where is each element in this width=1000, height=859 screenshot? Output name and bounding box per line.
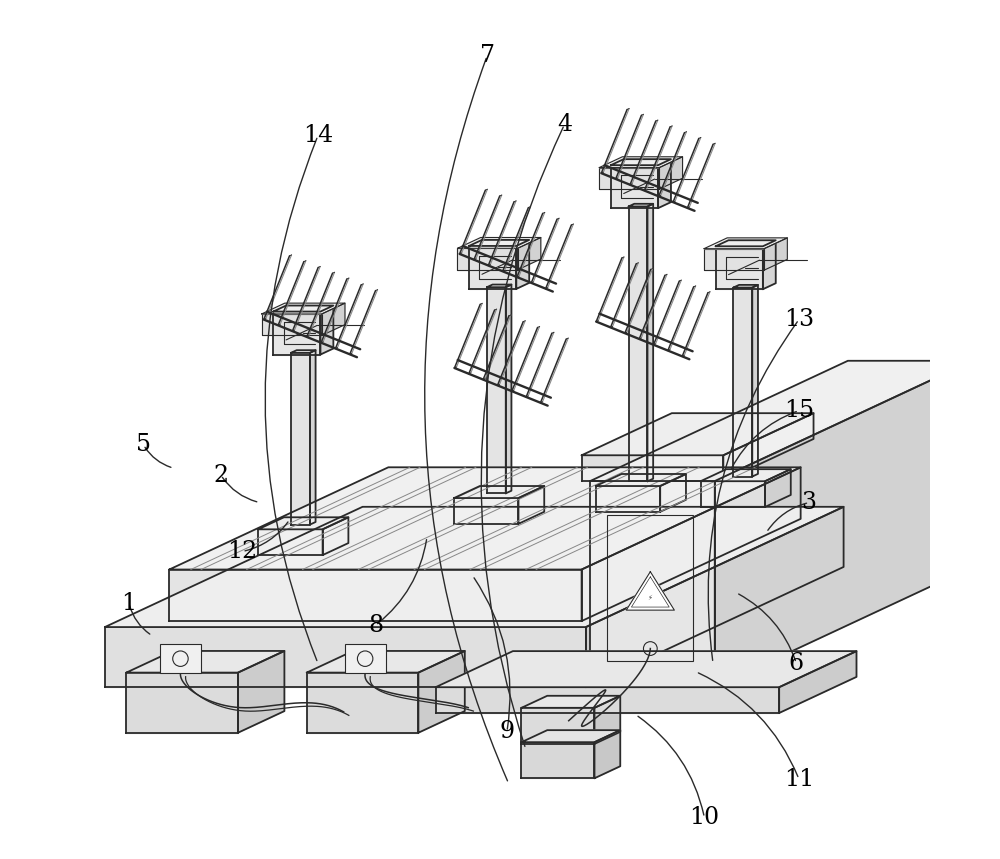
Polygon shape xyxy=(582,413,814,455)
Text: 3: 3 xyxy=(802,491,817,514)
Polygon shape xyxy=(626,572,674,610)
Polygon shape xyxy=(596,474,686,486)
Polygon shape xyxy=(704,249,764,270)
Polygon shape xyxy=(436,687,779,713)
Polygon shape xyxy=(310,350,316,525)
Polygon shape xyxy=(418,651,465,733)
Polygon shape xyxy=(611,165,658,208)
Polygon shape xyxy=(733,285,758,288)
Polygon shape xyxy=(262,303,345,314)
Text: 8: 8 xyxy=(368,614,383,637)
Polygon shape xyxy=(629,204,653,206)
Polygon shape xyxy=(126,673,238,733)
Polygon shape xyxy=(291,353,310,525)
Bar xyxy=(160,644,201,673)
Polygon shape xyxy=(291,350,316,353)
Polygon shape xyxy=(258,529,323,555)
Polygon shape xyxy=(169,467,801,570)
Polygon shape xyxy=(258,517,348,529)
Polygon shape xyxy=(238,651,284,733)
Polygon shape xyxy=(454,498,518,524)
Text: 4: 4 xyxy=(557,113,572,136)
Polygon shape xyxy=(765,469,791,507)
Polygon shape xyxy=(307,651,465,673)
Polygon shape xyxy=(262,314,322,335)
Polygon shape xyxy=(323,517,348,555)
Polygon shape xyxy=(590,361,972,481)
Polygon shape xyxy=(764,238,787,270)
Polygon shape xyxy=(516,240,529,289)
Polygon shape xyxy=(701,469,791,481)
Polygon shape xyxy=(594,730,620,778)
Polygon shape xyxy=(322,303,345,335)
Polygon shape xyxy=(521,730,620,742)
Polygon shape xyxy=(659,157,683,189)
Polygon shape xyxy=(457,238,541,248)
Text: 9: 9 xyxy=(499,721,514,743)
Text: 12: 12 xyxy=(227,540,257,563)
Polygon shape xyxy=(752,285,758,477)
Polygon shape xyxy=(436,651,856,687)
Polygon shape xyxy=(521,708,594,744)
Polygon shape xyxy=(521,696,620,708)
Polygon shape xyxy=(273,312,320,355)
Polygon shape xyxy=(704,238,787,249)
Polygon shape xyxy=(320,306,333,355)
Polygon shape xyxy=(660,474,686,512)
Polygon shape xyxy=(715,361,972,687)
Bar xyxy=(345,644,386,673)
Polygon shape xyxy=(521,742,594,778)
Polygon shape xyxy=(582,455,723,481)
Text: 10: 10 xyxy=(689,807,720,829)
Polygon shape xyxy=(169,570,582,621)
Polygon shape xyxy=(469,240,529,246)
Polygon shape xyxy=(723,413,814,481)
Polygon shape xyxy=(763,241,776,289)
Text: 1: 1 xyxy=(121,592,136,614)
Polygon shape xyxy=(716,247,763,289)
Polygon shape xyxy=(590,481,715,687)
Polygon shape xyxy=(716,241,776,247)
Text: 15: 15 xyxy=(784,399,814,422)
Polygon shape xyxy=(647,204,653,481)
Polygon shape xyxy=(611,159,671,165)
Text: 7: 7 xyxy=(480,45,495,67)
Polygon shape xyxy=(599,168,659,189)
Polygon shape xyxy=(518,486,544,524)
Polygon shape xyxy=(518,238,541,270)
Text: 13: 13 xyxy=(784,308,814,331)
Polygon shape xyxy=(701,481,765,507)
Polygon shape xyxy=(779,651,856,713)
Polygon shape xyxy=(658,159,671,208)
Polygon shape xyxy=(126,651,284,673)
Polygon shape xyxy=(487,287,506,493)
Text: 14: 14 xyxy=(303,125,333,147)
Text: 6: 6 xyxy=(789,652,804,674)
Text: 5: 5 xyxy=(136,434,151,456)
Polygon shape xyxy=(599,157,683,168)
Polygon shape xyxy=(273,306,333,312)
Polygon shape xyxy=(733,288,752,477)
Polygon shape xyxy=(487,284,511,287)
Text: 2: 2 xyxy=(213,464,228,486)
Polygon shape xyxy=(506,284,511,493)
Bar xyxy=(607,515,693,661)
Polygon shape xyxy=(469,246,516,289)
Polygon shape xyxy=(629,206,647,481)
Polygon shape xyxy=(596,486,660,512)
Polygon shape xyxy=(582,467,801,621)
Polygon shape xyxy=(457,248,518,270)
Text: ⚡: ⚡ xyxy=(648,594,653,600)
Polygon shape xyxy=(594,696,620,744)
Polygon shape xyxy=(586,507,844,687)
Polygon shape xyxy=(105,627,586,687)
Text: 11: 11 xyxy=(784,768,814,790)
Polygon shape xyxy=(105,507,844,627)
Polygon shape xyxy=(307,673,418,733)
Polygon shape xyxy=(454,486,544,498)
